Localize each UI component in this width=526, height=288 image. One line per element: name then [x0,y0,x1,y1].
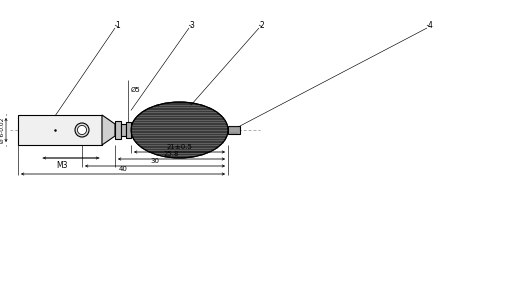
Text: Ø 6-0.02: Ø 6-0.02 [0,117,5,143]
Bar [18,115,102,145]
Polygon shape [102,115,115,145]
Text: 30: 30 [150,158,159,164]
Text: 3: 3 [189,20,195,29]
Bar [121,124,126,136]
Text: 4: 4 [428,20,432,29]
Circle shape [77,126,87,134]
Text: 40: 40 [118,166,127,172]
Bar [126,122,131,138]
Bar [228,126,240,134]
Ellipse shape [131,102,228,158]
Text: M3: M3 [56,161,68,170]
Circle shape [75,123,89,137]
Bar [115,121,121,139]
Text: Ø5: Ø5 [131,87,141,93]
Text: 25.8: 25.8 [163,151,179,157]
Text: 1: 1 [116,20,120,29]
Text: 2: 2 [260,20,265,29]
Text: 21±0.5: 21±0.5 [166,144,192,150]
